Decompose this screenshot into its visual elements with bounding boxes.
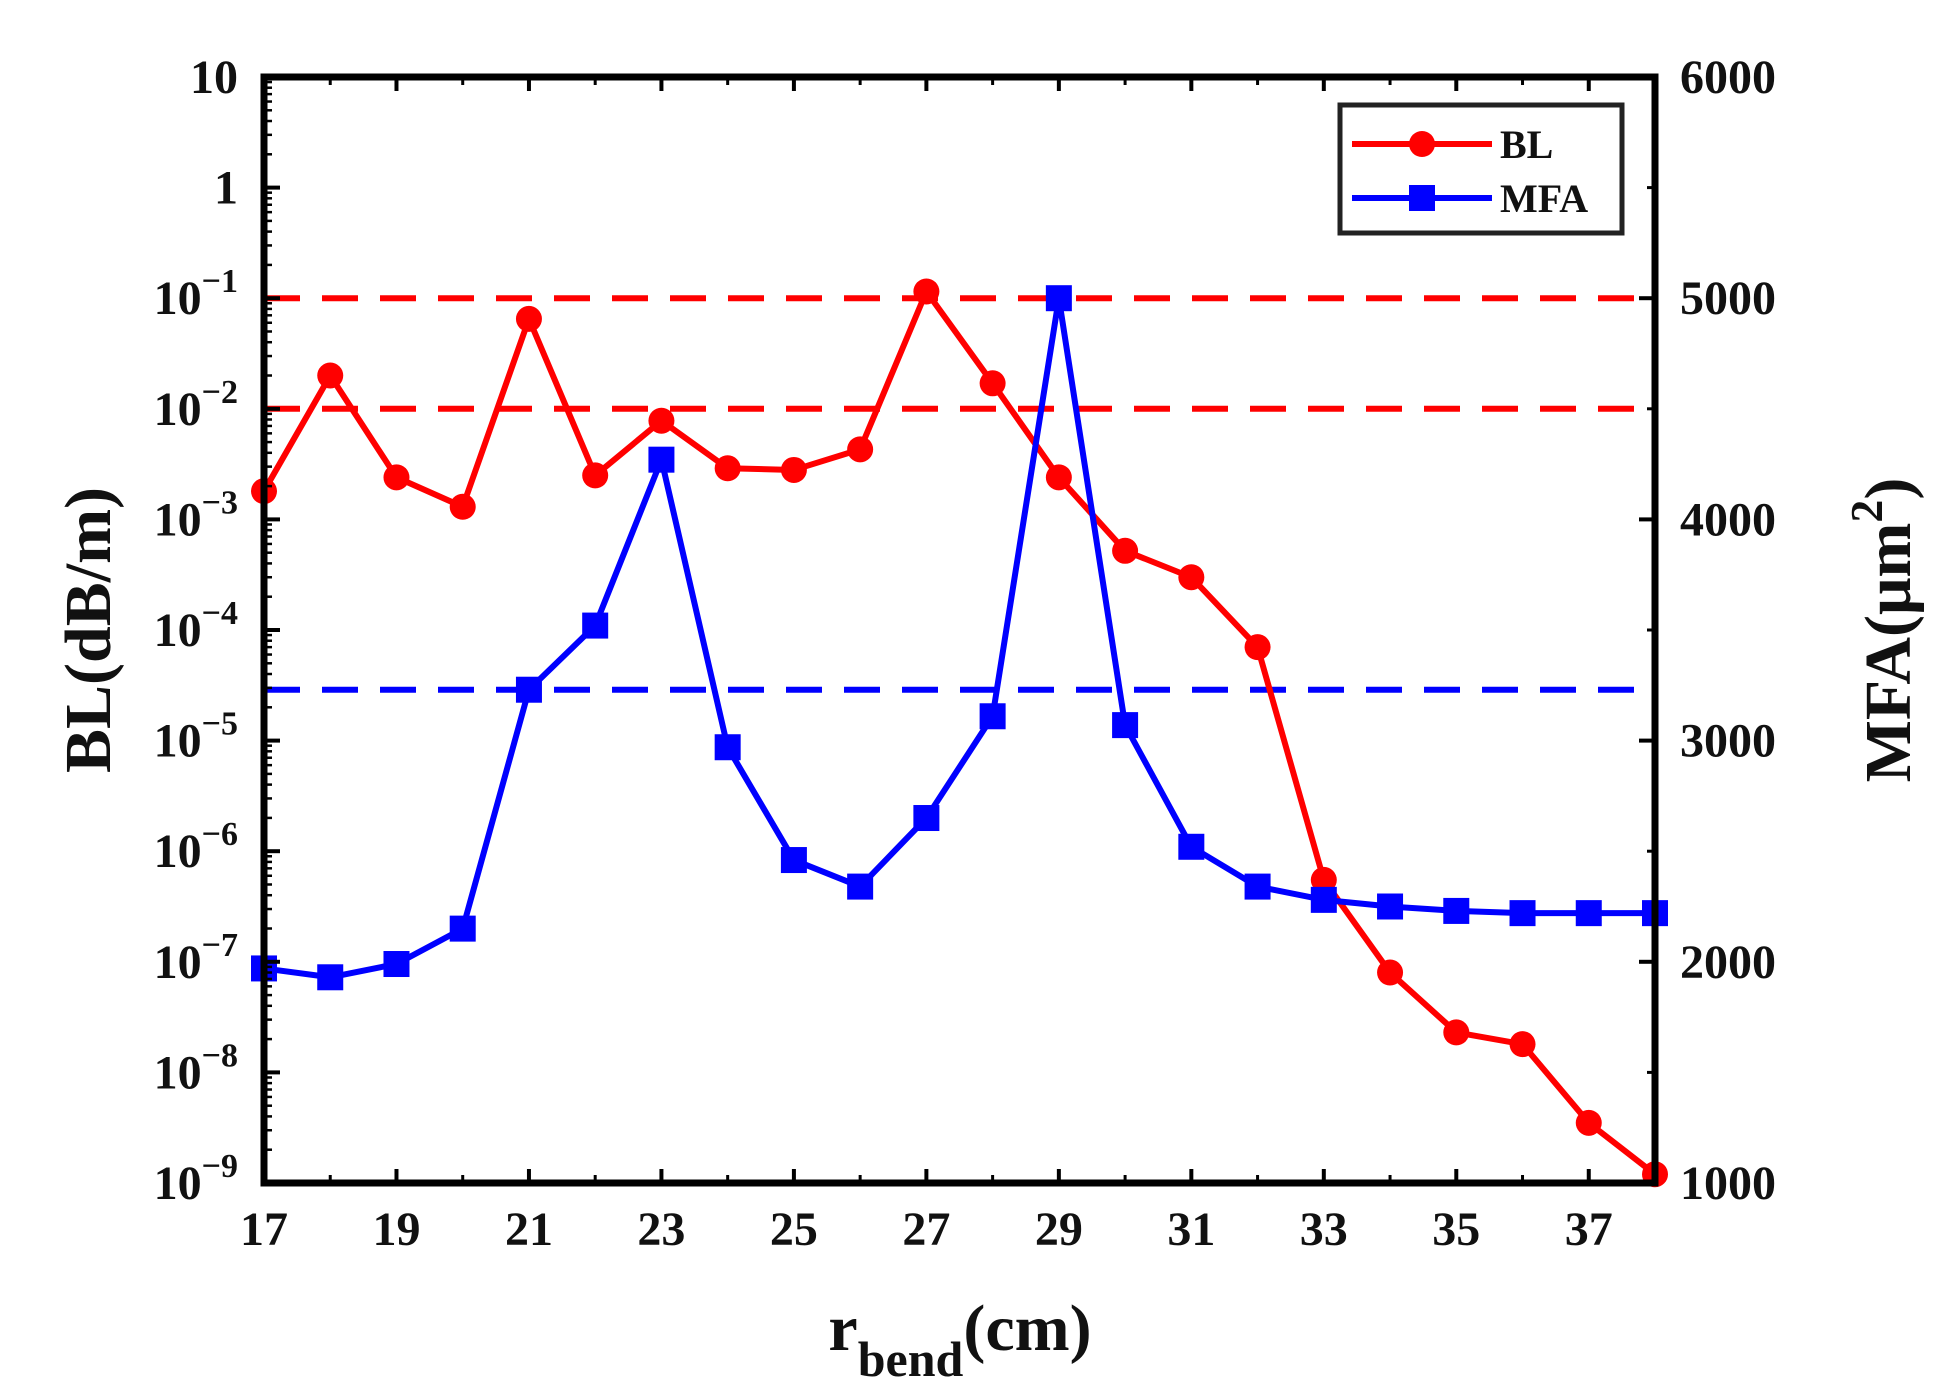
data-point-bl <box>1045 464 1072 491</box>
y-right-tick-label: 3000 <box>1680 715 1776 768</box>
y-right-tick-label: 6000 <box>1680 51 1776 104</box>
data-point-mfa <box>515 676 542 703</box>
data-point-bl <box>1310 866 1337 893</box>
x-tick-label: 21 <box>505 1203 553 1256</box>
x-tick-label: 35 <box>1432 1203 1480 1256</box>
data-point-mfa <box>714 734 741 761</box>
data-point-bl <box>1509 1031 1536 1058</box>
data-point-bl <box>648 407 675 434</box>
data-point-bl <box>1178 564 1205 591</box>
y-left-tick-label: 1 <box>214 162 238 215</box>
y-left-tick-label: 10−7 <box>154 927 238 989</box>
data-point-mfa <box>1112 712 1139 739</box>
x-tick-label: 37 <box>1565 1203 1613 1256</box>
x-axis-title-sub: bend <box>858 1331 964 1387</box>
x-tick-label: 27 <box>902 1203 950 1256</box>
y-left-tick-label: 10−2 <box>154 374 238 436</box>
data-point-bl <box>317 362 344 389</box>
data-point-bl <box>1112 537 1139 564</box>
y-right-tick-label: 4000 <box>1680 493 1776 546</box>
data-point-mfa <box>449 915 476 942</box>
data-point-bl <box>383 464 410 491</box>
x-tick-label: 25 <box>770 1203 818 1256</box>
legend-mfa-label: MFA <box>1500 176 1588 221</box>
data-point-bl <box>847 436 874 463</box>
y-right-axis-title-close: ) <box>1852 478 1925 500</box>
x-tick-label: 29 <box>1035 1203 1083 1256</box>
legend-bl-label: BL <box>1500 122 1553 167</box>
data-point-mfa <box>1509 900 1536 927</box>
y-right-axis-title: MFA(μm2) <box>1841 478 1925 783</box>
y-left-tick-label: 10−9 <box>154 1148 238 1210</box>
y-left-tick-label: 10−3 <box>154 484 238 546</box>
legend: BL MFA <box>1337 102 1625 236</box>
data-point-mfa <box>1178 833 1205 860</box>
x-axis-title-main: r <box>828 1292 857 1365</box>
data-point-mfa <box>317 964 344 991</box>
y-left-tick-label: 10−4 <box>154 595 238 657</box>
data-point-mfa <box>1575 900 1602 927</box>
legend-box <box>1337 102 1625 236</box>
y-left-tick-label: 10−8 <box>154 1037 238 1099</box>
legend-mfa-marker <box>1409 185 1435 211</box>
x-tick-label: 23 <box>637 1203 685 1256</box>
data-point-mfa <box>1244 873 1271 900</box>
data-point-mfa <box>648 446 675 473</box>
y-left-tick-label: 10−5 <box>154 706 238 768</box>
data-point-mfa <box>913 805 940 832</box>
y-left-axis-title: BL(dB/m) <box>52 487 125 773</box>
data-point-mfa <box>1443 897 1470 924</box>
y-left-tick-label: 10−6 <box>154 816 238 878</box>
legend-bl-marker <box>1409 131 1435 157</box>
data-point-bl <box>1575 1109 1602 1136</box>
data-point-mfa <box>847 873 874 900</box>
data-point-bl <box>1377 959 1404 986</box>
series-line-bl <box>261 288 1657 1177</box>
y-left-tick-label: 10−1 <box>154 263 238 325</box>
y-right-axis-title-main: MFA(μm <box>1852 523 1925 783</box>
series-line-mfa <box>263 295 1655 981</box>
axis-tick-labels: 17 19 21 23 25 27 29 31 33 35 37 10 1 10−1 10−2 10−3 10−… <box>154 51 1776 1256</box>
x-axis-title: rbend(cm) <box>828 1292 1091 1387</box>
data-point-bl <box>1244 634 1271 661</box>
x-tick-label: 33 <box>1300 1203 1348 1256</box>
data-point-bl <box>449 493 476 520</box>
data-point-mfa <box>1377 893 1404 920</box>
data-point-mfa <box>1045 285 1072 312</box>
data-point-bl <box>979 370 1006 397</box>
axis-ticks <box>262 75 1657 1185</box>
y-right-axis-title-exp: 2 <box>1841 500 1892 523</box>
y-right-tick-label: 5000 <box>1680 272 1776 325</box>
y-right-tick-label: 2000 <box>1680 936 1776 989</box>
y-left-tick-label: 10 <box>190 51 238 104</box>
data-point-mfa <box>780 847 807 874</box>
data-point-bl <box>515 305 542 332</box>
x-axis-title-unit: (cm) <box>963 1292 1091 1365</box>
data-point-bl <box>582 462 609 489</box>
data-point-mfa <box>383 951 410 978</box>
data-point-bl <box>1443 1019 1470 1046</box>
data-point-bl <box>714 455 741 482</box>
data-point-mfa <box>1310 886 1337 913</box>
data-point-bl <box>780 456 807 483</box>
data-point-mfa <box>979 703 1006 730</box>
data-point-bl <box>913 278 940 305</box>
series-lines <box>261 288 1657 1177</box>
x-tick-label: 31 <box>1167 1203 1215 1256</box>
y-right-tick-label: 1000 <box>1680 1157 1776 1210</box>
data-point-mfa <box>582 612 609 639</box>
x-tick-label: 19 <box>372 1203 420 1256</box>
x-tick-label: 17 <box>240 1203 288 1256</box>
